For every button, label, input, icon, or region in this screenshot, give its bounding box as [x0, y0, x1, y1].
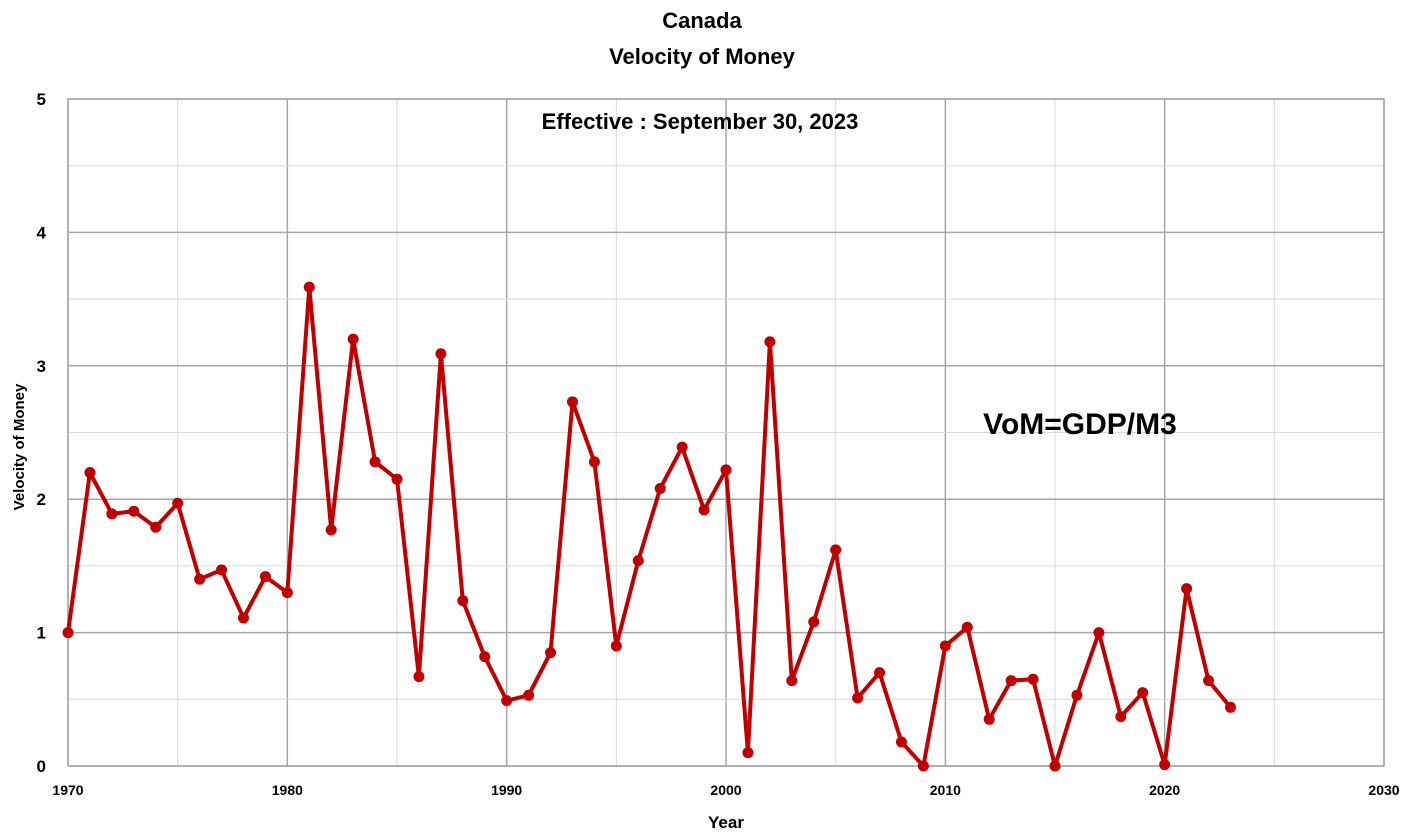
data-point: [588, 456, 600, 468]
data-point: [303, 281, 315, 293]
data-point: [369, 456, 381, 468]
x-tick-label: 1970: [52, 782, 83, 798]
chart-subtitle: Velocity of Money: [609, 44, 796, 69]
data-point: [457, 595, 469, 607]
x-tick-label: 1990: [491, 782, 522, 798]
data-point: [786, 675, 798, 687]
x-tick-label: 2010: [930, 782, 961, 798]
axis-ticks: 1970 1980 1990 2000 2010 2020 2030 0 1 2 3 4 5: [37, 90, 1400, 798]
series-line: [66, 285, 1233, 768]
data-point: [610, 640, 622, 652]
data-point: [632, 555, 644, 567]
y-tick-label: 1: [37, 624, 46, 643]
data-point: [172, 497, 184, 509]
data-point: [676, 441, 688, 453]
data-point: [413, 671, 425, 683]
data-point: [106, 508, 118, 520]
data-point: [84, 467, 96, 479]
y-tick-label: 4: [37, 223, 47, 242]
chart-title: Canada: [662, 8, 742, 33]
data-point: [939, 640, 951, 652]
data-point: [808, 616, 820, 628]
data-point: [895, 736, 907, 748]
data-point: [852, 692, 864, 704]
x-tick-label: 2000: [710, 782, 741, 798]
data-point: [1159, 759, 1171, 771]
data-point: [961, 621, 973, 633]
data-point: [874, 667, 886, 679]
data-point: [435, 348, 447, 360]
grid-lines: [67, 98, 1385, 767]
data-point: [764, 336, 776, 348]
data-point: [479, 651, 491, 663]
data-point: [523, 689, 535, 701]
y-tick-label: 3: [37, 357, 46, 376]
data-point: [1071, 689, 1083, 701]
data-point: [1049, 760, 1061, 772]
data-point: [1027, 673, 1039, 685]
y-tick-label: 0: [37, 757, 46, 776]
data-point: [545, 647, 557, 659]
data-point: [1203, 675, 1215, 687]
data-point: [391, 473, 403, 485]
data-point: [1181, 583, 1193, 595]
series-layer: [62, 281, 1236, 772]
data-point: [347, 333, 359, 345]
data-point: [654, 483, 666, 495]
y-tick-label: 2: [37, 490, 46, 509]
y-tick-label: 5: [37, 90, 46, 109]
data-point: [1005, 675, 1017, 687]
data-point: [281, 587, 293, 599]
data-point: [325, 524, 337, 536]
plot-area-border: [67, 98, 1385, 767]
formula-annotation: VoM=GDP/M3: [983, 408, 1177, 441]
data-point: [62, 627, 74, 639]
data-point: [720, 464, 732, 476]
data-point: [698, 504, 710, 516]
data-point: [501, 695, 513, 707]
data-point: [1224, 701, 1236, 713]
data-point: [917, 760, 929, 772]
data-point: [1115, 711, 1127, 723]
data-point: [742, 747, 754, 759]
data-point: [830, 544, 842, 556]
data-point: [983, 713, 995, 725]
data-point: [216, 564, 228, 576]
data-point: [1137, 687, 1149, 699]
x-tick-label: 1980: [272, 782, 303, 798]
effective-date-annotation: Effective : September 30, 2023: [542, 109, 859, 134]
data-point: [1093, 627, 1105, 639]
data-point: [237, 612, 249, 624]
data-point: [566, 396, 578, 408]
x-axis-label: Year: [708, 813, 744, 832]
data-point: [128, 505, 140, 517]
y-axis-label: Velocity of Money: [11, 383, 28, 510]
data-point: [194, 573, 206, 585]
data-point: [259, 571, 271, 583]
x-tick-label: 2030: [1368, 782, 1399, 798]
x-tick-label: 2020: [1149, 782, 1180, 798]
data-point: [150, 521, 162, 533]
